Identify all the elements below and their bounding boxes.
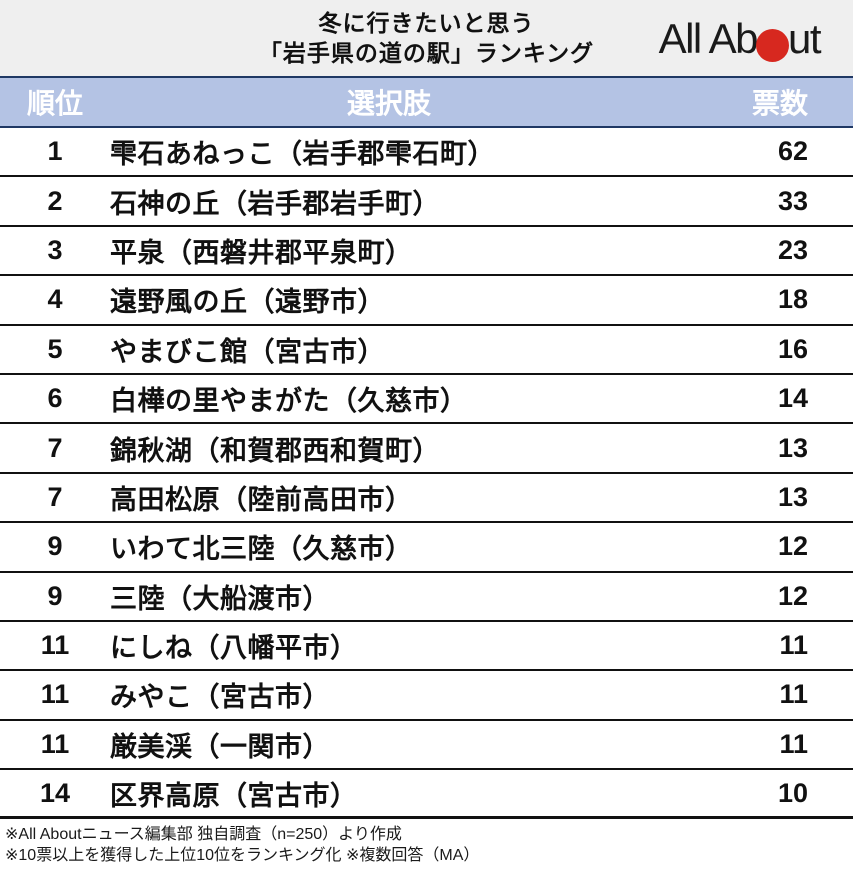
- votes-cell: 62: [777, 136, 808, 167]
- column-header-choice: 選択肢: [346, 88, 431, 119]
- votes-cell: 18: [777, 284, 808, 315]
- ranking-table: 順位 選択肢 票数 1 雫石あねっこ（岩手郡雫石町） 62 2 石神の丘（岩手郡…: [0, 76, 853, 820]
- rank-cell: 14: [39, 777, 71, 808]
- table-row: 7 高田松原（陸前高田市） 13: [0, 473, 853, 524]
- name-cell: 白樺の里やまがた（久慈市）: [110, 386, 468, 417]
- table-row: 14 区界高原（宮古市） 10: [0, 770, 853, 820]
- allabout-logo: All Ab ut: [658, 15, 822, 62]
- rank-cell: 2: [47, 185, 63, 216]
- footnote: ※All Aboutニュース編集部 独自調査（n=250）より作成 ※10票以上…: [0, 819, 853, 866]
- name-cell: にしね（八幡平市）: [110, 633, 358, 664]
- votes-cell: 33: [777, 185, 808, 216]
- votes-cell: 10: [777, 777, 808, 808]
- name-cell: いわて北三陸（久慈市）: [110, 534, 413, 565]
- rank-cell: 7: [47, 432, 63, 463]
- column-header-rank: 順位: [26, 88, 83, 119]
- rank-cell: 11: [40, 728, 70, 759]
- table-header-row: 順位 選択肢 票数: [0, 76, 853, 128]
- votes-cell: 16: [777, 333, 808, 364]
- name-cell: 雫石あねっこ（岩手郡雫石町）: [110, 139, 495, 170]
- rank-cell: 5: [47, 333, 63, 364]
- rank-cell: 6: [47, 383, 63, 414]
- rank-cell: 7: [47, 481, 63, 512]
- votes-cell: 12: [777, 531, 808, 562]
- votes-cell: 11: [779, 679, 808, 710]
- logo-dot-icon: [755, 28, 789, 62]
- name-cell: 三陸（大船渡市）: [110, 583, 330, 614]
- votes-cell: 13: [777, 432, 808, 463]
- votes-cell: 11: [779, 630, 808, 661]
- rank-cell: 9: [47, 531, 63, 562]
- table-row: 11 にしね（八幡平市） 11: [0, 621, 853, 672]
- votes-cell: 11: [779, 728, 808, 759]
- votes-cell: 23: [777, 234, 808, 265]
- table-row: 11 みやこ（宮古市） 11: [0, 671, 853, 721]
- name-cell: やまびこ館（宮古市）: [110, 336, 385, 367]
- name-cell: 区界高原（宮古市）: [110, 780, 358, 811]
- logo-text-left: All Ab: [658, 15, 759, 62]
- votes-cell: 14: [777, 383, 808, 414]
- votes-cell: 13: [777, 481, 808, 512]
- table-row: 4 遠野風の丘（遠野市） 18: [0, 276, 853, 326]
- name-cell: 遠野風の丘（遠野市）: [110, 287, 385, 318]
- table-row: 3 平泉（西磐井郡平泉町） 23: [0, 226, 853, 277]
- votes-cell: 12: [777, 580, 808, 611]
- footnote-line-2: ※10票以上を獲得した上位10位をランキング化 ※複数回答（MA）: [5, 847, 480, 865]
- page-banner: 冬に行きたいと思う 「岩手県の道の駅」ランキング All Ab ut: [0, 0, 853, 76]
- table-row: 6 白樺の里やまがた（久慈市） 14: [0, 374, 853, 425]
- table-row: 9 三陸（大船渡市） 12: [0, 572, 853, 622]
- name-cell: 厳美渓（一関市）: [110, 731, 330, 762]
- rank-cell: 9: [47, 580, 63, 611]
- table-row: 1 雫石あねっこ（岩手郡雫石町） 62: [0, 128, 853, 178]
- column-header-votes: 票数: [751, 88, 808, 119]
- rank-cell: 1: [47, 136, 63, 167]
- name-cell: 平泉（西磐井郡平泉町）: [110, 237, 413, 268]
- rank-cell: 11: [40, 679, 70, 710]
- table-row: 2 石神の丘（岩手郡岩手町） 33: [0, 177, 853, 227]
- page-title: 冬に行きたいと思う 「岩手県の道の駅」ランキング: [0, 8, 853, 68]
- logo-text-right: ut: [787, 15, 822, 62]
- name-cell: 高田松原（陸前高田市）: [110, 484, 413, 515]
- footnote-line-1: ※All Aboutニュース編集部 独自調査（n=250）より作成: [5, 826, 402, 844]
- table-row: 5 やまびこ館（宮古市） 16: [0, 325, 853, 375]
- title-line-2: 「岩手県の道の駅」ランキング: [258, 40, 595, 66]
- rank-cell: 4: [47, 284, 63, 315]
- name-cell: 錦秋湖（和賀郡西和賀町）: [110, 435, 440, 466]
- name-cell: みやこ（宮古市）: [110, 682, 330, 713]
- title-line-1: 冬に行きたいと思う: [318, 10, 535, 36]
- rank-cell: 11: [40, 630, 70, 661]
- table-row: 9 いわて北三陸（久慈市） 12: [0, 523, 853, 573]
- name-cell: 石神の丘（岩手郡岩手町）: [110, 188, 440, 219]
- table-row: 7 錦秋湖（和賀郡西和賀町） 13: [0, 424, 853, 474]
- table-row: 11 厳美渓（一関市） 11: [0, 720, 853, 771]
- table-body: 1 雫石あねっこ（岩手郡雫石町） 62 2 石神の丘（岩手郡岩手町） 33 3 …: [0, 128, 853, 820]
- rank-cell: 3: [47, 234, 63, 265]
